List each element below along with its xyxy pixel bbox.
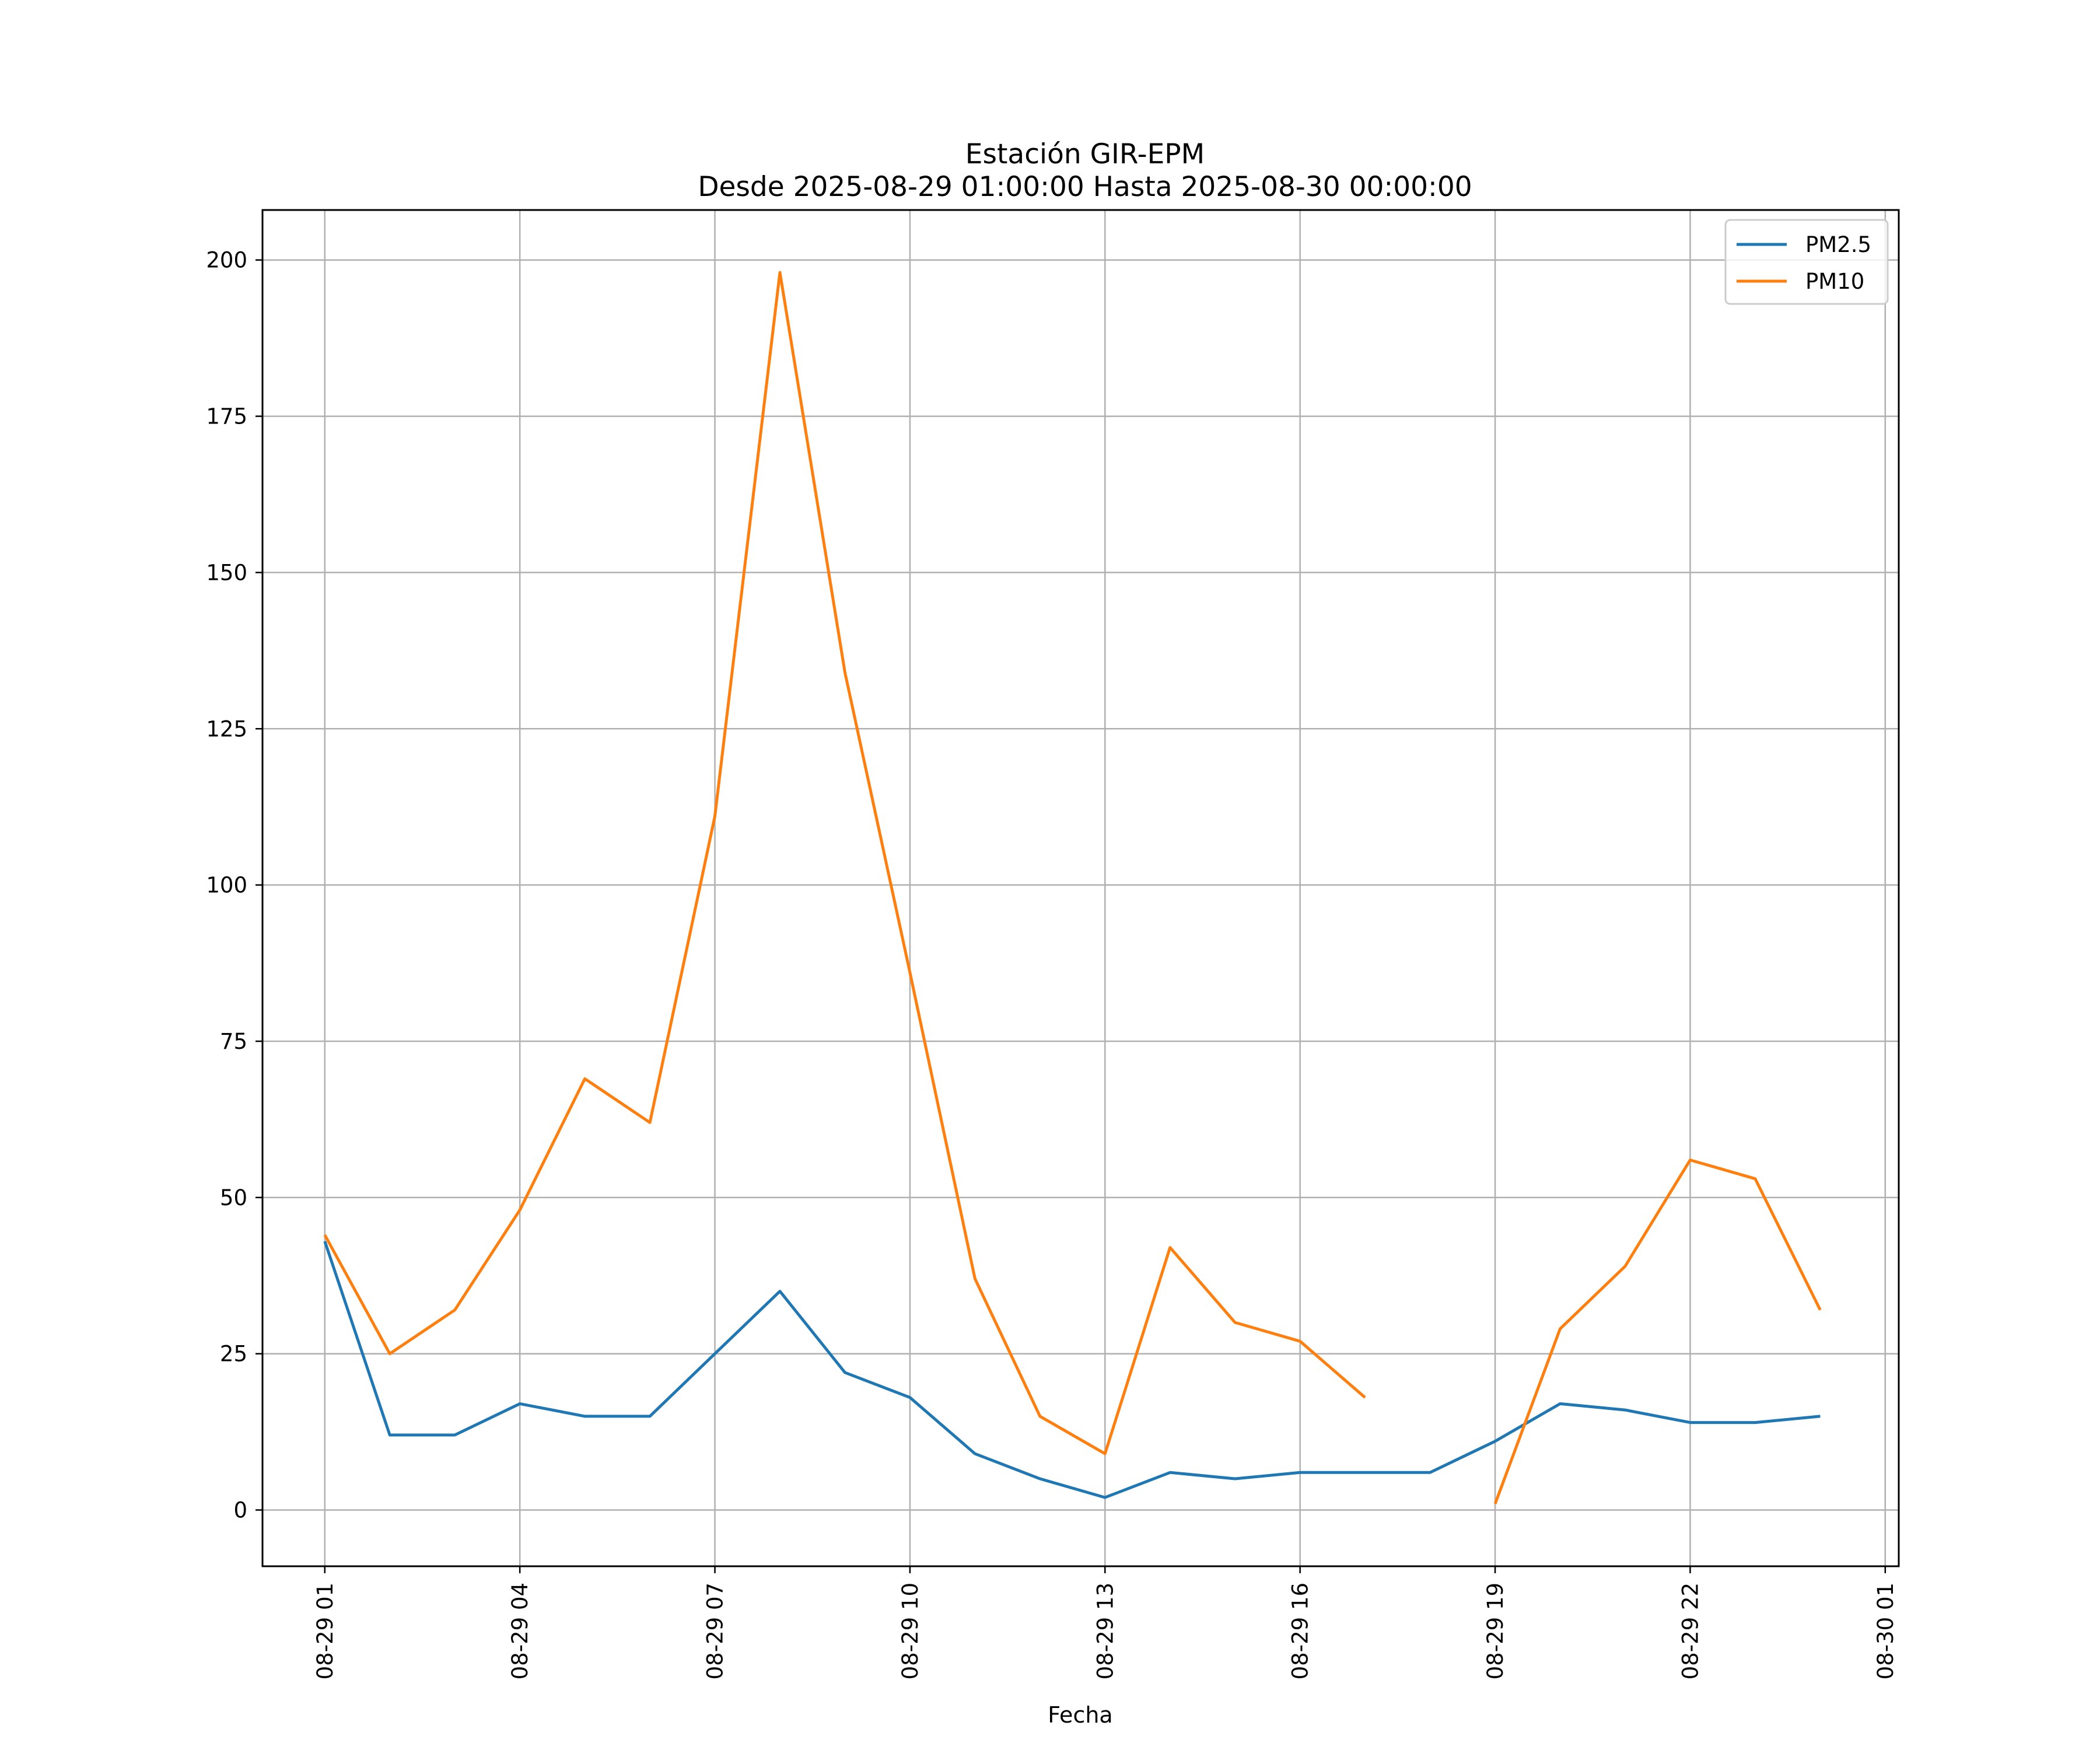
plot-area-frame — [261, 209, 1900, 1567]
x-tick-label: 08-29 01 — [313, 1583, 338, 1679]
x-tick-label: 08-29 10 — [898, 1583, 923, 1679]
chart-subtitle: Desde 2025-08-29 01:00:00 Hasta 2025-08-… — [698, 171, 1472, 203]
y-tick-label: 25 — [220, 1342, 247, 1367]
y-tick-label: 200 — [206, 248, 247, 273]
x-axis-label: Fecha — [1048, 1702, 1112, 1728]
x-tick-label: 08-30 01 — [1873, 1583, 1898, 1679]
x-tick-label: 08-29 04 — [508, 1583, 533, 1679]
x-tick-label: 08-29 19 — [1483, 1583, 1508, 1679]
x-tick-label: 08-29 07 — [703, 1583, 728, 1679]
grid — [262, 210, 1899, 1566]
y-tick-label: 100 — [206, 873, 247, 898]
legend-frame — [1724, 219, 1889, 305]
x-tick-label: 08-29 13 — [1093, 1583, 1118, 1679]
y-tick-label: 125 — [206, 716, 247, 741]
series-lines — [323, 271, 1822, 1504]
chart-title: Estación GIR-EPM — [965, 138, 1205, 170]
legend-label-pm25: PM2.5 — [1805, 232, 1871, 257]
legend: PM2.5 PM10 — [1724, 219, 1889, 305]
x-tick-label: 08-29 16 — [1288, 1583, 1313, 1679]
y-tick-label: 150 — [206, 560, 247, 585]
series-line-pm10 — [323, 271, 1366, 1455]
y-tick-label: 175 — [206, 404, 247, 429]
series-line-pm25 — [323, 1241, 1821, 1499]
y-tick-label: 0 — [233, 1498, 247, 1523]
y-tick-label: 50 — [220, 1185, 247, 1210]
axis-ticks: 0 25 50 75 100 125 150 175 200 08-29 01 08-29 04 08… — [206, 248, 1898, 1680]
legend-label-pm10: PM10 — [1805, 269, 1864, 294]
y-tick-label: 75 — [220, 1029, 247, 1054]
series-line-pm10 — [1493, 1158, 1822, 1504]
x-tick-label: 08-29 22 — [1678, 1583, 1703, 1679]
